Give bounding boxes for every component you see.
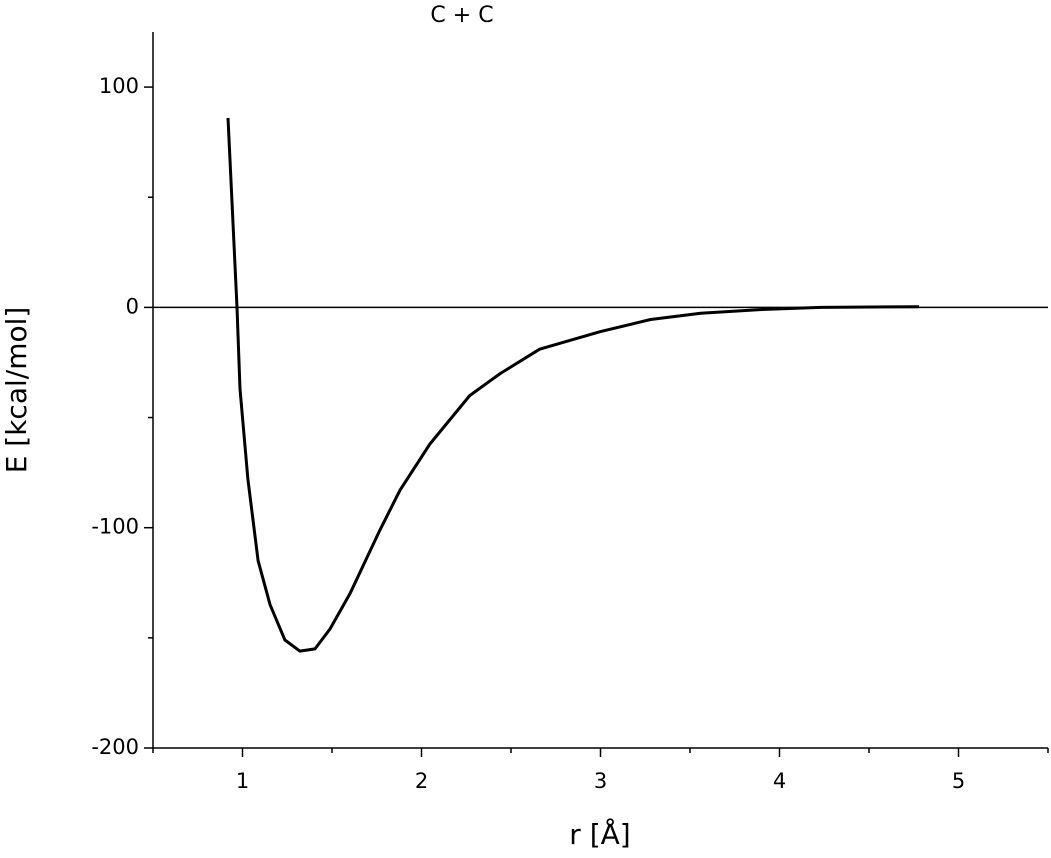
y-tick-label: -100 — [91, 515, 139, 539]
x-tick-label: 3 — [594, 769, 607, 793]
x-tick-label: 1 — [236, 769, 249, 793]
x-axis-label: r [Å] — [569, 817, 630, 851]
chart-title: C + C — [430, 3, 493, 28]
x-tick-label: 4 — [773, 769, 786, 793]
y-tick-label: 100 — [99, 74, 139, 98]
line-series — [226, 117, 920, 653]
y-tick-label: -200 — [91, 735, 139, 759]
y-axis-label: E [kcal/mol] — [0, 307, 33, 474]
x-tick-label: 5 — [952, 769, 965, 793]
y-tick-label: 0 — [126, 294, 139, 318]
x-tick-label: 2 — [415, 769, 428, 793]
